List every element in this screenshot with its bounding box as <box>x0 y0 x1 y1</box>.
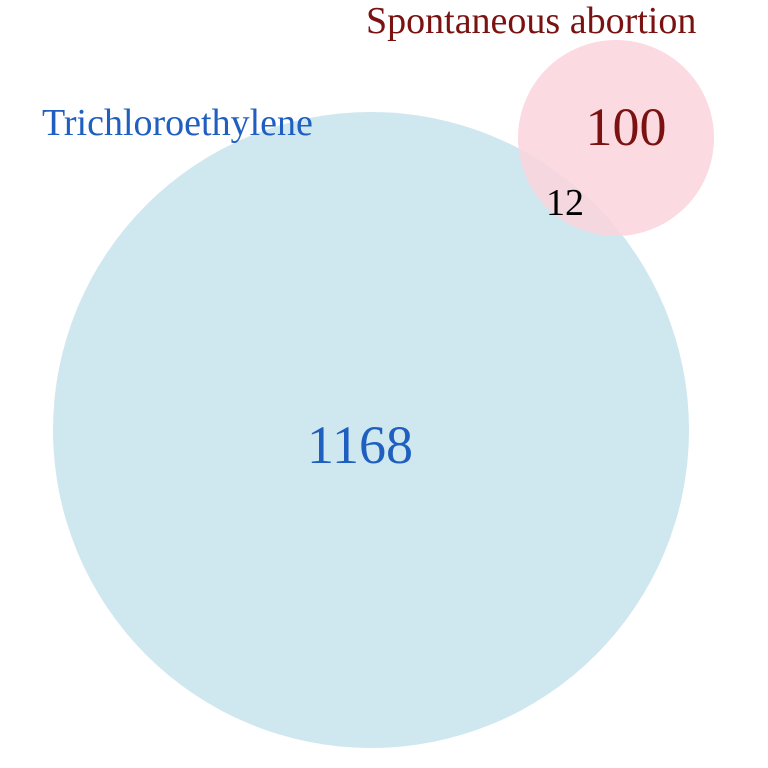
circle-trichloroethylene <box>53 112 689 748</box>
label-spontaneous-abortion: Spontaneous abortion <box>366 0 696 42</box>
count-spontaneous-abortion-only: 100 <box>586 97 667 157</box>
count-intersection: 12 <box>546 182 584 224</box>
circle-spontaneous-abortion <box>518 40 714 236</box>
label-trichloroethylene: Trichloroethylene <box>42 102 313 144</box>
count-trichloroethylene-only: 1168 <box>307 415 413 475</box>
